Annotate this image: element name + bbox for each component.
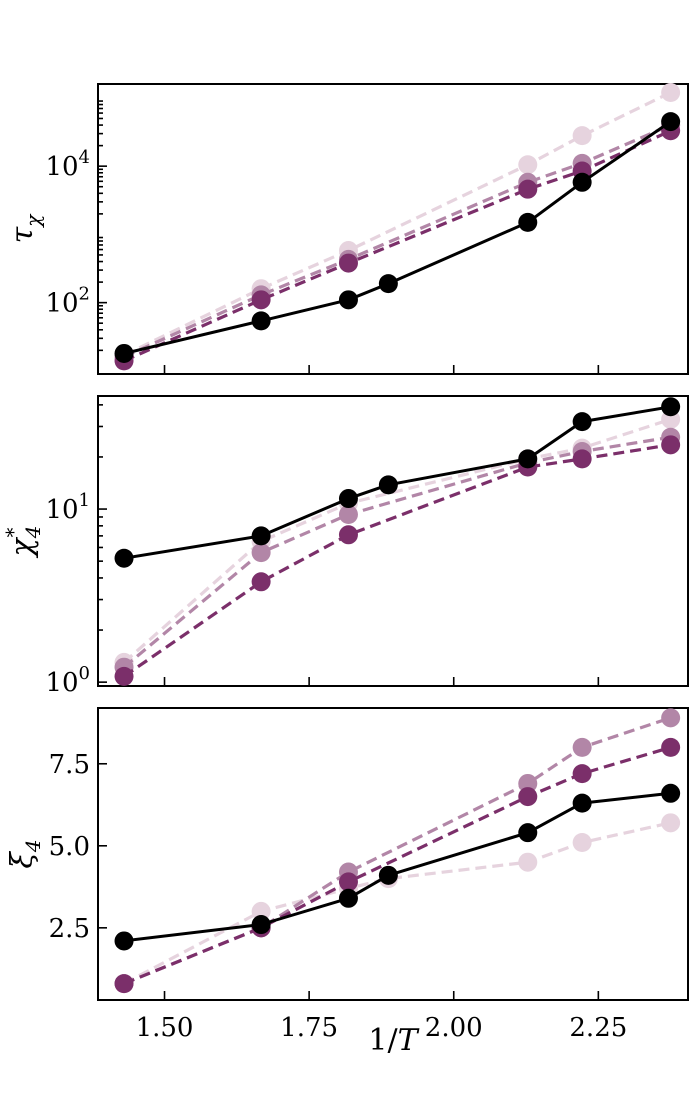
series-dark-point xyxy=(114,666,134,686)
y-tick-label: 102 xyxy=(45,284,90,319)
y-tick-label: 2.5 xyxy=(49,914,90,944)
series-black-point xyxy=(572,793,592,813)
series-dark-point xyxy=(572,449,592,469)
series-black-point xyxy=(114,343,134,363)
series-black-point xyxy=(661,112,681,132)
series-black-point xyxy=(338,888,358,908)
series-dark-point xyxy=(661,435,681,455)
y-axis-label: ξ4 xyxy=(5,839,45,868)
tick-group: 1.50 1.75 2.00 2.25 2.5 5.0 7.5 xyxy=(49,750,628,1043)
series-black-line xyxy=(123,791,671,943)
x-axis-label: 1/T xyxy=(368,1023,419,1058)
series-black-point xyxy=(661,783,681,803)
series-dark-line xyxy=(123,745,672,986)
series-black-point xyxy=(338,290,358,310)
series-group xyxy=(114,708,681,994)
panel-tau-chi: 102 104 τχ xyxy=(5,83,689,375)
series-black-point xyxy=(251,311,271,331)
tick-group: 100 101 xyxy=(45,404,600,698)
series-lightest-point xyxy=(572,833,592,853)
series-black-point xyxy=(378,475,398,495)
series-lightest-point xyxy=(518,852,538,872)
series-group xyxy=(114,397,681,686)
series-black-point xyxy=(114,548,134,568)
x-tick-label: 2.00 xyxy=(425,1013,483,1043)
series-group xyxy=(114,83,681,371)
plot-frame xyxy=(97,707,689,1001)
y-tick-label: 101 xyxy=(45,490,90,525)
series-dark-point xyxy=(251,572,271,592)
series-lightest-line xyxy=(123,91,672,357)
series-dark-point xyxy=(518,179,538,199)
series-light-line xyxy=(123,123,672,359)
series-dark-point xyxy=(251,290,271,310)
series-light-point xyxy=(251,543,271,563)
series-dark-point xyxy=(338,872,358,892)
series-dark-point xyxy=(338,253,358,273)
x-tick-label: 2.25 xyxy=(569,1013,627,1043)
plot-frame xyxy=(97,83,689,375)
series-light-line xyxy=(123,716,672,986)
series-black-point xyxy=(378,274,398,294)
series-dark-point xyxy=(661,737,681,757)
series-lightest-point xyxy=(572,126,592,146)
series-black-point xyxy=(518,823,538,843)
series-light-point xyxy=(661,708,681,728)
series-light-point xyxy=(518,773,538,793)
series-black-point xyxy=(518,449,538,469)
series-black-point xyxy=(114,931,134,951)
x-tick-label: 1.50 xyxy=(136,1013,194,1043)
panel-chi4: 100 101 χ4* xyxy=(1,395,689,698)
series-lightest-line xyxy=(122,417,672,664)
series-black-point xyxy=(661,397,681,417)
series-dark-point xyxy=(338,525,358,545)
series-black-point xyxy=(338,489,358,509)
series-light-point xyxy=(572,737,592,757)
series-black-point xyxy=(251,915,271,935)
series-light-line xyxy=(122,435,671,669)
series-light-point xyxy=(338,505,358,525)
y-tick-label: 5.0 xyxy=(49,832,90,862)
series-dark-point xyxy=(518,787,538,807)
series-black-point xyxy=(572,412,592,432)
series-black-point xyxy=(518,212,538,232)
panel-xi4: 1.50 1.75 2.00 2.25 2.5 5.0 7.5 ξ4 1/T xyxy=(5,707,689,1058)
series-dark-line xyxy=(123,443,671,678)
series-lightest-point xyxy=(661,813,681,833)
series-dark-point xyxy=(572,764,592,784)
y-axis-label: χ4* xyxy=(1,526,45,559)
y-tick-label: 100 xyxy=(45,663,90,698)
y-axis-label: τχ xyxy=(5,213,45,244)
series-black-point xyxy=(572,172,592,192)
series-black-point xyxy=(378,865,398,885)
y-tick-label: 104 xyxy=(45,147,90,182)
y-tick-label: 7.5 xyxy=(49,750,90,780)
series-dark-point xyxy=(114,974,134,994)
plot-frame xyxy=(97,395,689,687)
tick-group: 102 104 xyxy=(45,100,600,374)
x-tick-label: 1.75 xyxy=(280,1013,338,1043)
series-black-point xyxy=(251,526,271,546)
series-lightest-point xyxy=(251,901,271,921)
series-lightest-point xyxy=(518,155,538,175)
series-lightest-point xyxy=(661,83,681,103)
series-dark-line xyxy=(123,129,672,363)
